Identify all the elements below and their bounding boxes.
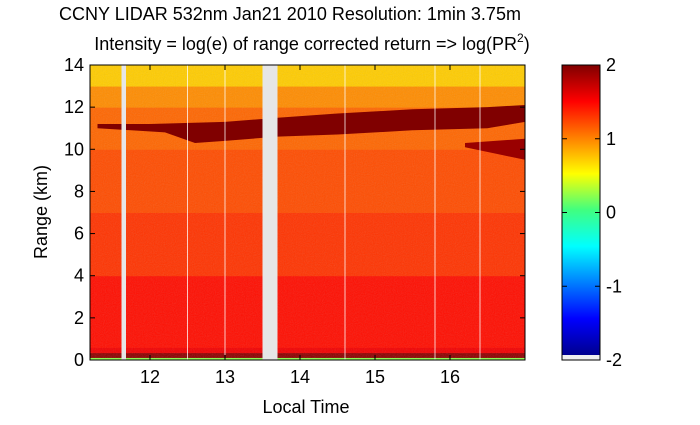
- y-tick-label: 4: [74, 266, 84, 286]
- heatmap-plot-area: [90, 65, 525, 360]
- chart-title-line2-suffix: ): [524, 34, 530, 54]
- colorbar-tick-label: 1: [606, 129, 616, 149]
- data-gap: [121, 65, 126, 360]
- chart-title-line2-prefix: Intensity = log(e) of range corrected re…: [94, 34, 517, 54]
- y-tick-label: 0: [74, 350, 84, 370]
- x-tick-label: 14: [290, 367, 310, 387]
- y-tick-label: 2: [74, 308, 84, 328]
- y-axis-label: Range (km): [31, 165, 51, 259]
- x-tick-label: 15: [365, 367, 385, 387]
- data-gap: [262, 65, 278, 360]
- colorbar-bottom-gap: [562, 355, 600, 360]
- chart-title-line1: CCNY LIDAR 532nm Jan21 2010 Resolution: …: [59, 4, 521, 24]
- colorbar-tick-label: 0: [606, 203, 616, 223]
- y-tick-label: 6: [74, 224, 84, 244]
- colorbar-tick-label: -2: [606, 350, 622, 370]
- x-axis-label: Local Time: [262, 397, 349, 417]
- plot-frame: [89, 64, 526, 361]
- colorbar: [562, 65, 600, 355]
- x-tick-label: 13: [215, 367, 235, 387]
- y-tick-label: 12: [64, 97, 84, 117]
- chart-title-line2-sup: 2: [517, 31, 524, 45]
- chart-title-line2: Intensity = log(e) of range corrected re…: [94, 31, 529, 54]
- x-tick-label: 16: [440, 367, 460, 387]
- y-tick-label: 14: [64, 55, 84, 75]
- colorbar-tick-label: -1: [606, 276, 622, 296]
- x-axis: 12 13 14 15 16: [140, 65, 460, 387]
- x-tick-label: 12: [140, 367, 160, 387]
- colorbar-axis: -2 -1 0 1 2: [562, 55, 622, 370]
- cirrus-cloud-layer: [97, 105, 525, 143]
- colorbar-tick-label: 2: [606, 55, 616, 75]
- y-tick-label: 10: [64, 139, 84, 159]
- y-axis: 0 2 4 6 8 10 12 14: [64, 55, 525, 370]
- y-tick-label: 8: [74, 181, 84, 201]
